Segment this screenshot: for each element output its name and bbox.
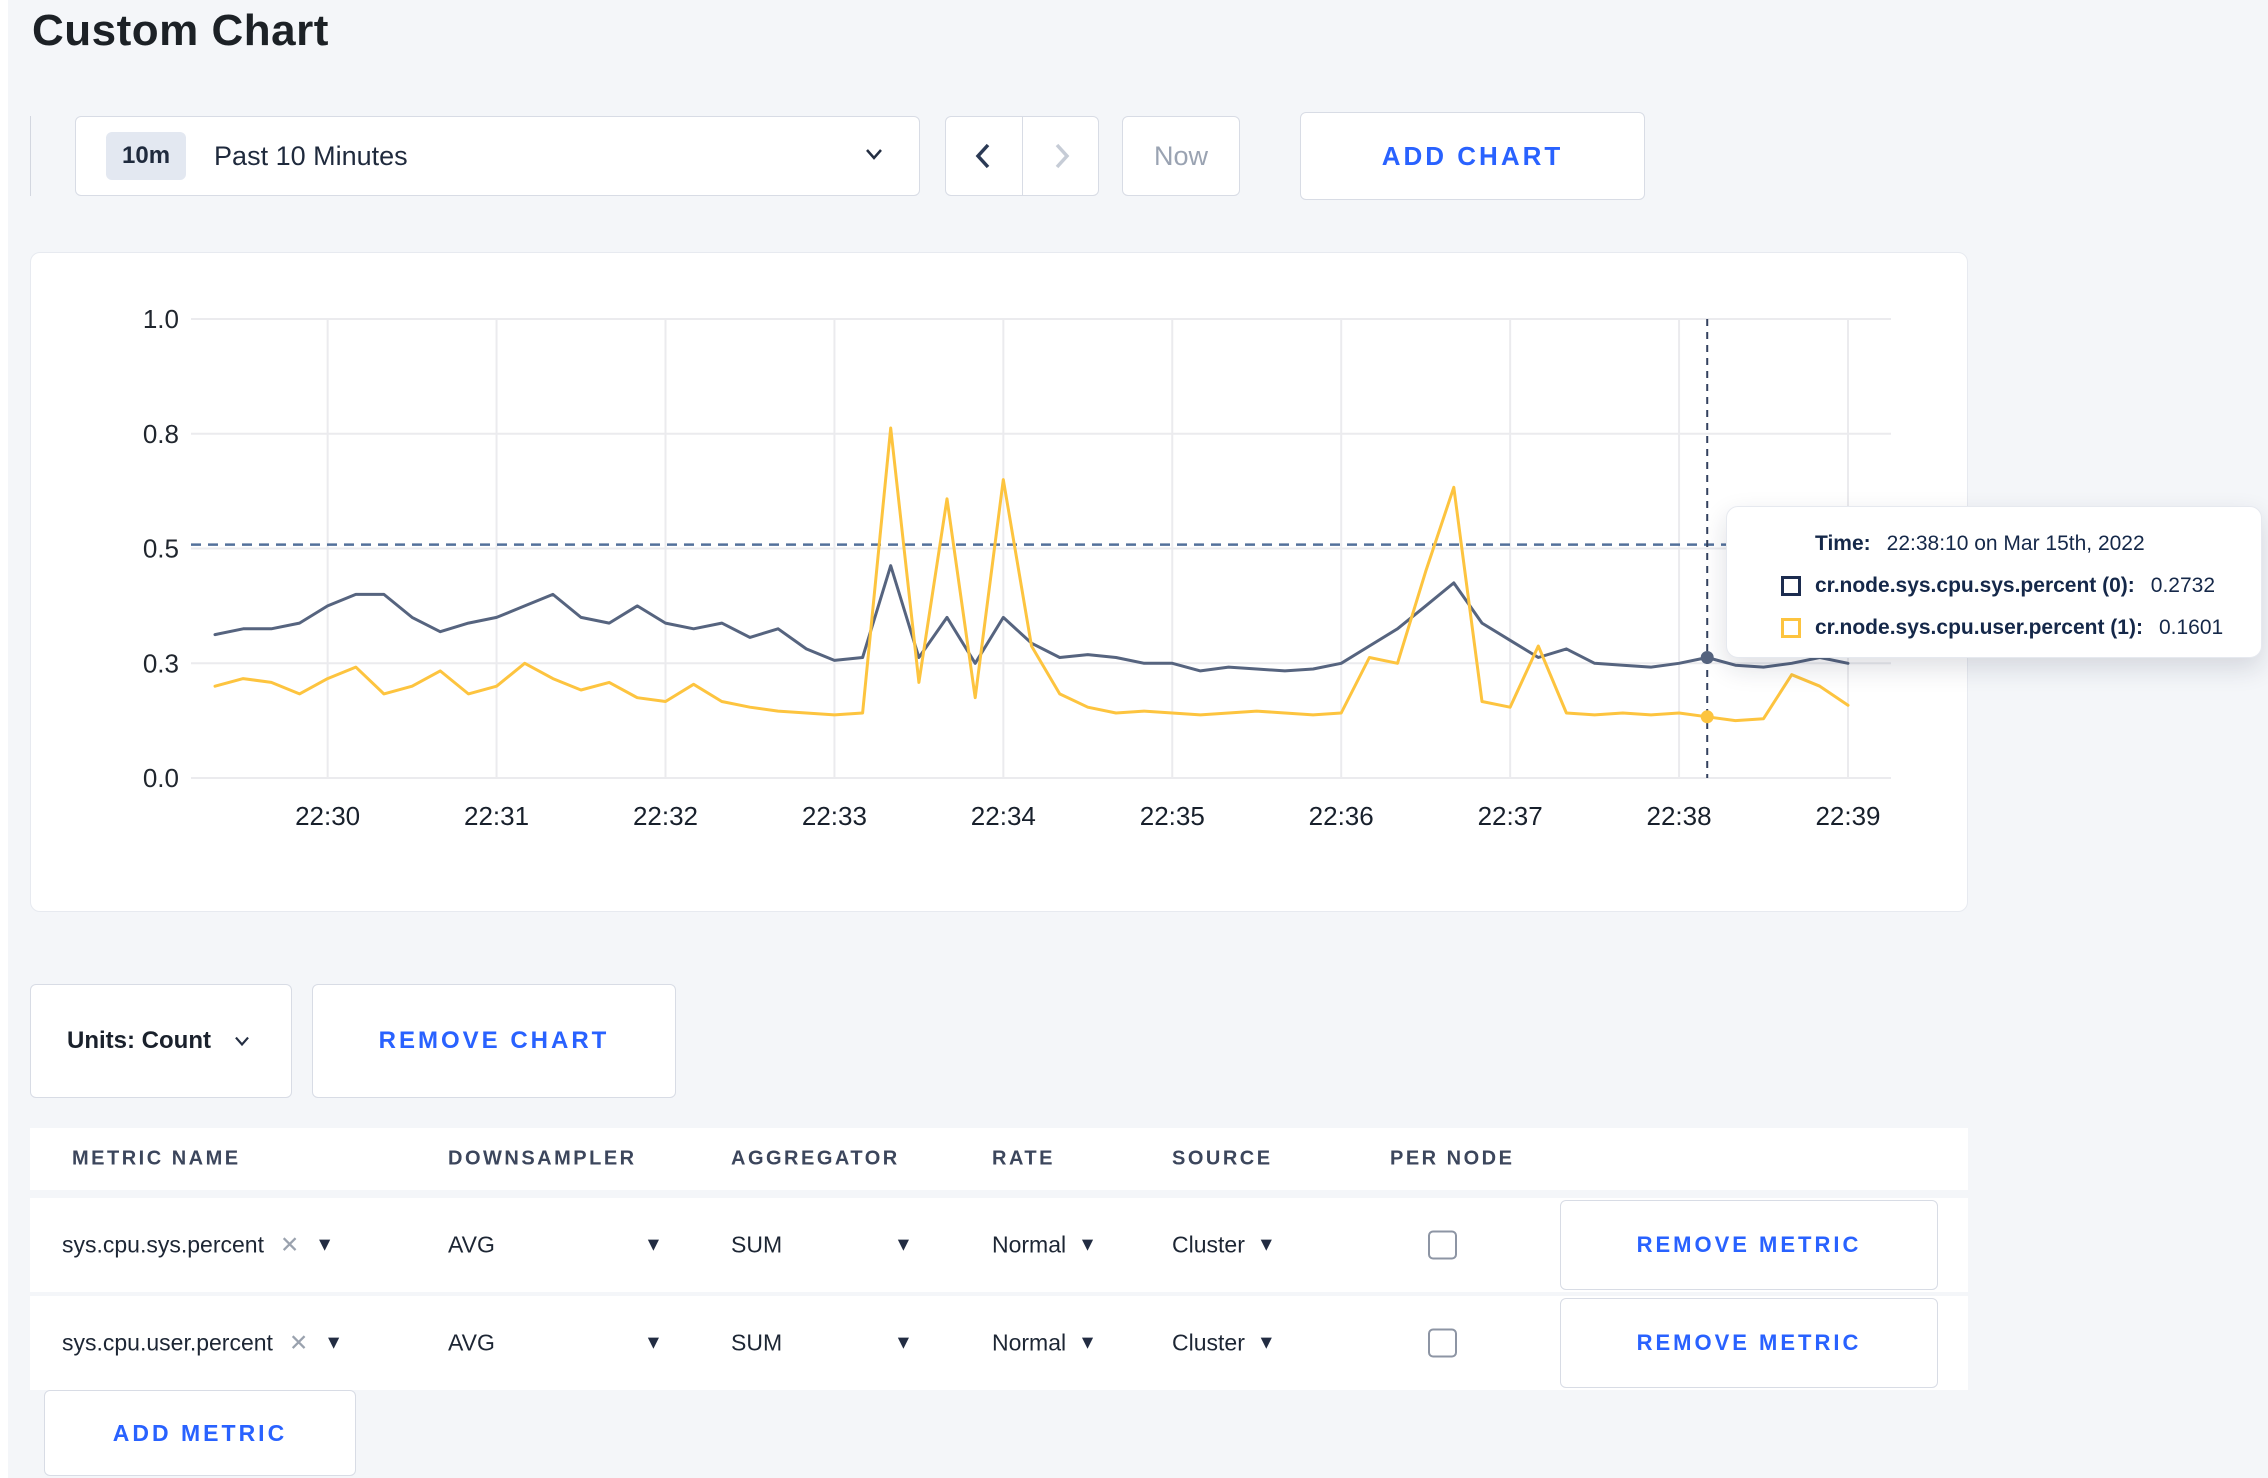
caret-down-icon: ▼ (1078, 1332, 1097, 1354)
units-label: Units: Count (67, 1027, 211, 1054)
chart-tooltip: Time: 22:38:10 on Mar 15th, 2022 cr.node… (1726, 506, 2262, 658)
metric-name-value: sys.cpu.user.percent (62, 1329, 273, 1356)
source-dropdown[interactable]: Cluster ▼ (1172, 1330, 1276, 1357)
time-range-dropdown[interactable]: 10m Past 10 Minutes (75, 116, 920, 196)
col-header-rate: RATE (992, 1147, 1055, 1170)
left-edge-strip (0, 0, 8, 1478)
rate-value: Normal (992, 1231, 1067, 1258)
tooltip-series-value: 0.1601 (2158, 616, 2224, 639)
rate-dropdown[interactable]: Normal ▼ (992, 1330, 1097, 1357)
next-time-button[interactable] (1022, 117, 1098, 195)
caret-down-icon[interactable]: ▼ (644, 1234, 663, 1256)
table-row: sys.cpu.user.percent ✕ ▼ AVG ▼ SUM ▼ Nor… (30, 1296, 1968, 1390)
series-user-legend-icon (1781, 618, 1801, 638)
tooltip-time-value: 22:38:10 on Mar 15th, 2022 (1886, 532, 2145, 555)
rate-value: Normal (992, 1329, 1067, 1356)
metric-name-value: sys.cpu.sys.percent (62, 1231, 264, 1258)
svg-text:22:34: 22:34 (971, 801, 1036, 831)
page-title: Custom Chart (32, 6, 329, 55)
aggregator-dropdown[interactable]: SUM (731, 1231, 783, 1258)
svg-text:22:39: 22:39 (1815, 801, 1880, 831)
caret-down-icon[interactable]: ▼ (894, 1332, 913, 1354)
time-nav-group (945, 116, 1099, 196)
caret-down-icon: ▼ (1256, 1332, 1276, 1354)
chart-card: 0.0 0.3 0.5 0.8 1.0 22:30 22:31 22:32 22:33 22:34… (30, 252, 1968, 912)
per-node-checkbox[interactable] (1428, 1328, 1457, 1358)
col-header-aggregator: AGGREGATOR (731, 1147, 900, 1170)
remove-tag-icon[interactable]: ✕ (288, 1329, 309, 1356)
tooltip-time-row: Time: 22:38:10 on Mar 15th, 2022 (1781, 523, 2261, 565)
remove-metric-button[interactable]: REMOVE METRIC (1560, 1200, 1938, 1290)
caret-down-icon: ▼ (315, 1234, 335, 1256)
time-range-label: Past 10 Minutes (214, 140, 408, 171)
series-sys-legend-icon (1781, 576, 1801, 596)
tooltip-series-value: 0.2732 (2150, 574, 2216, 597)
time-range-badge: 10m (106, 132, 187, 180)
remove-chart-button[interactable]: REMOVE CHART (312, 984, 676, 1098)
svg-text:22:30: 22:30 (295, 801, 360, 831)
tooltip-time-label: Time: (1815, 532, 1871, 555)
rate-dropdown[interactable]: Normal ▼ (992, 1232, 1097, 1259)
svg-text:22:32: 22:32 (633, 801, 698, 831)
caret-down-icon[interactable]: ▼ (894, 1234, 913, 1256)
svg-text:1.0: 1.0 (143, 304, 179, 334)
svg-text:0.5: 0.5 (143, 534, 179, 564)
now-button[interactable]: Now (1122, 116, 1240, 196)
add-metric-button[interactable]: ADD METRIC (44, 1390, 356, 1476)
tooltip-series-row: cr.node.sys.cpu.sys.percent (0): 0.2732 (1781, 565, 2261, 607)
col-header-source: SOURCE (1172, 1147, 1273, 1170)
col-header-metric-name: METRIC NAME (72, 1147, 241, 1170)
svg-text:22:38: 22:38 (1647, 801, 1712, 831)
col-header-downsampler: DOWNSAMPLER (448, 1147, 637, 1170)
tooltip-series-label: cr.node.sys.cpu.sys.percent (0): (1815, 574, 2135, 597)
svg-text:22:37: 22:37 (1478, 801, 1543, 831)
chevron-down-icon (235, 1036, 249, 1047)
downsampler-dropdown[interactable]: AVG (448, 1231, 495, 1258)
tooltip-series-row: cr.node.sys.cpu.user.percent (1): 0.1601 (1781, 607, 2261, 649)
svg-text:0.3: 0.3 (143, 648, 179, 678)
remove-tag-icon[interactable]: ✕ (279, 1231, 300, 1258)
caret-down-icon: ▼ (1256, 1234, 1276, 1256)
col-header-per-node: PER NODE (1390, 1147, 1515, 1170)
per-node-checkbox[interactable] (1428, 1230, 1457, 1260)
prev-time-button[interactable] (946, 117, 1022, 195)
add-chart-button[interactable]: ADD CHART (1300, 112, 1645, 200)
remove-metric-button[interactable]: REMOVE METRIC (1560, 1298, 1938, 1388)
metric-name-dropdown[interactable]: sys.cpu.sys.percent ✕ ▼ (62, 1232, 334, 1259)
svg-text:22:36: 22:36 (1309, 801, 1374, 831)
downsampler-dropdown[interactable]: AVG (448, 1329, 495, 1356)
chart-svg[interactable]: 0.0 0.3 0.5 0.8 1.0 22:30 22:31 22:32 22:33 22:34… (31, 253, 1969, 913)
svg-text:22:33: 22:33 (802, 801, 867, 831)
svg-text:0.0: 0.0 (143, 763, 179, 793)
toolbar-divider (30, 116, 31, 196)
caret-down-icon: ▼ (324, 1332, 344, 1354)
svg-text:22:31: 22:31 (464, 801, 529, 831)
tooltip-series-label: cr.node.sys.cpu.user.percent (1): (1815, 616, 2143, 639)
svg-text:22:35: 22:35 (1140, 801, 1205, 831)
caret-down-icon: ▼ (1078, 1234, 1097, 1256)
source-value: Cluster (1172, 1329, 1245, 1356)
caret-down-icon[interactable]: ▼ (644, 1332, 663, 1354)
units-dropdown[interactable]: Units: Count (30, 984, 292, 1098)
chevron-down-icon (859, 139, 889, 174)
svg-text:0.8: 0.8 (143, 419, 179, 449)
table-row: sys.cpu.sys.percent ✕ ▼ AVG ▼ SUM ▼ Norm… (30, 1198, 1968, 1292)
source-value: Cluster (1172, 1231, 1245, 1258)
metric-name-dropdown[interactable]: sys.cpu.user.percent ✕ ▼ (62, 1330, 343, 1357)
aggregator-dropdown[interactable]: SUM (731, 1329, 783, 1356)
source-dropdown[interactable]: Cluster ▼ (1172, 1232, 1276, 1259)
metrics-table-header: METRIC NAME DOWNSAMPLER AGGREGATOR RATE … (30, 1128, 1968, 1190)
